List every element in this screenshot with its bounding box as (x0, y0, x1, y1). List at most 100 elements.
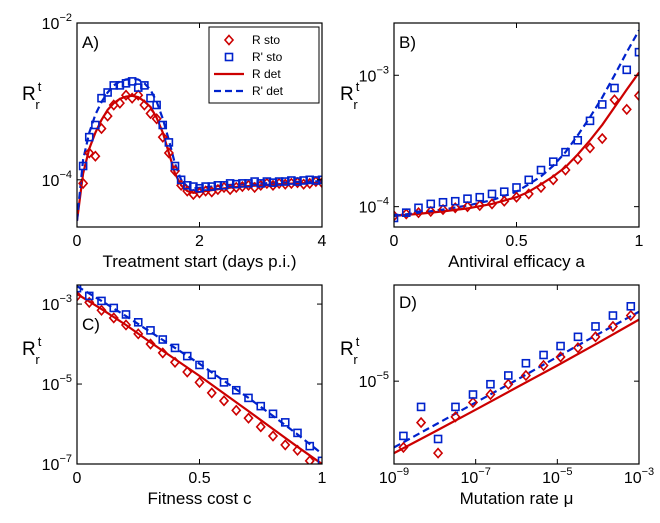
data-point-rp_sto (158, 335, 168, 344)
data-point-rp_sto (317, 456, 322, 464)
y-tick-label: 10−3 (42, 293, 72, 314)
data-point-r_sto (163, 147, 174, 159)
data-point-rp_sto (133, 318, 143, 327)
data-point-rp_sto (622, 65, 632, 75)
data-point-rp_sto (539, 350, 548, 360)
data-point-rp_sto (158, 120, 168, 130)
data-point-rp_sto (103, 88, 112, 97)
data-point-rp_sto (451, 402, 460, 412)
chart-panel-a: 0 2 4 10−4 10−2 Treatment start (days p.i.) R t… (22, 12, 327, 271)
data-point-r_sto (90, 150, 101, 162)
data-point-r_sto (267, 430, 279, 442)
legend-label-r_sto: R sto (252, 33, 280, 47)
x-axis-label: Fitness cost c (148, 489, 252, 508)
panel-tag: C) (82, 315, 100, 334)
legend-marker-r_sto (223, 34, 235, 46)
data-point-r_sto (486, 198, 498, 210)
data-point-r_sto (292, 444, 303, 457)
data-point-r_sto (120, 319, 132, 331)
series-line-r_det (394, 318, 639, 455)
data-point-rp_sto (524, 175, 534, 185)
series-line-r_det (77, 292, 322, 464)
legend-label-r_det: R det (252, 67, 281, 81)
chart-panel-d: 10−9 10−7 10−5 10−3 10−5 Mutation rate μ R t r D) (340, 284, 654, 508)
data-point-r_sto (621, 103, 632, 116)
data-point-rp_sto (207, 182, 217, 191)
data-point-rp_sto (152, 100, 161, 110)
data-point-rp_sto (170, 343, 180, 353)
panel-tag: B) (399, 33, 416, 52)
data-point-rp_sto (450, 196, 460, 206)
legend-label-rp_det: R' det (252, 84, 284, 98)
data-point-rp_sto (475, 192, 485, 202)
data-point-rp_sto (561, 147, 570, 157)
data-point-rp_sto (268, 178, 278, 187)
x-tick-label: 10−7 (460, 466, 490, 487)
y-tick-label: 10−3 (359, 64, 389, 85)
data-point-r_sto (503, 378, 514, 390)
data-point-rp_sto (305, 441, 315, 451)
data-point-rp_sto (512, 183, 521, 192)
data-point-r_sto (120, 89, 132, 101)
data-point-r_sto (511, 191, 522, 203)
data-point-rp_sto (84, 291, 94, 301)
data-point-r_sto (304, 455, 315, 464)
data-point-rp_sto (201, 182, 210, 191)
data-point-r_sto (157, 131, 168, 143)
data-point-rp_sto (256, 401, 266, 411)
data-point-rp_sto (573, 135, 583, 145)
data-point-r_sto (437, 203, 449, 216)
data-point-rp_sto (414, 203, 423, 213)
y-tick-label: 10−2 (42, 12, 72, 33)
x-tick-label: 1 (318, 470, 327, 487)
data-point-rp_sto (182, 351, 192, 361)
data-point-r_sto (572, 153, 583, 165)
data-point-rp_sto (626, 302, 636, 311)
data-point-rp_sto (521, 358, 531, 368)
data-point-r_sto (572, 342, 584, 354)
data-point-rp_sto (121, 310, 131, 319)
data-point-rp_sto (84, 132, 94, 142)
data-point-rp_sto (274, 177, 284, 186)
data-point-rp_sto (394, 213, 399, 223)
data-point-r_sto (96, 304, 107, 316)
data-point-rp_sto (299, 176, 308, 185)
y-tick-label: 10−4 (42, 169, 72, 190)
data-point-rp_sto (164, 138, 174, 147)
data-point-rp_sto (280, 177, 290, 186)
data-point-r_sto (102, 110, 113, 122)
data-point-rp_sto (536, 165, 546, 175)
data-point-rp_sto (244, 393, 253, 403)
data-point-r_sto (133, 328, 144, 340)
data-point-rp_sto (634, 47, 639, 57)
data-point-rp_sto (311, 176, 321, 185)
plot-area (77, 77, 322, 221)
y-tick-label: 10−4 (359, 196, 389, 217)
series-line-r_det (77, 94, 322, 221)
data-point-rp_sto (77, 285, 82, 293)
data-point-rp_sto (133, 83, 143, 92)
data-point-rp_sto (97, 93, 106, 103)
data-point-rp_sto (121, 79, 131, 88)
data-point-rp_sto (293, 177, 302, 186)
data-point-rp_sto (399, 431, 408, 441)
data-point-r_sto (401, 208, 412, 220)
data-point-r_sto (243, 412, 254, 424)
data-point-r_sto (584, 142, 596, 154)
data-point-r_sto (108, 312, 119, 324)
x-axis-label: Antiviral efficacy a (448, 252, 585, 271)
data-point-rp_sto (231, 179, 241, 189)
data-point-rp_sto (597, 100, 607, 109)
data-point-r_sto (538, 359, 549, 372)
x-tick-label: 0 (73, 470, 82, 487)
data-point-rp_sto (207, 370, 217, 380)
data-point-rp_sto (268, 409, 278, 419)
data-point-rp_sto (487, 189, 497, 199)
data-point-rp_sto (109, 81, 119, 90)
legend-label-rp_sto: R' sto (252, 50, 283, 64)
data-point-rp_sto (401, 208, 411, 217)
data-point-rp_sto (115, 81, 125, 90)
